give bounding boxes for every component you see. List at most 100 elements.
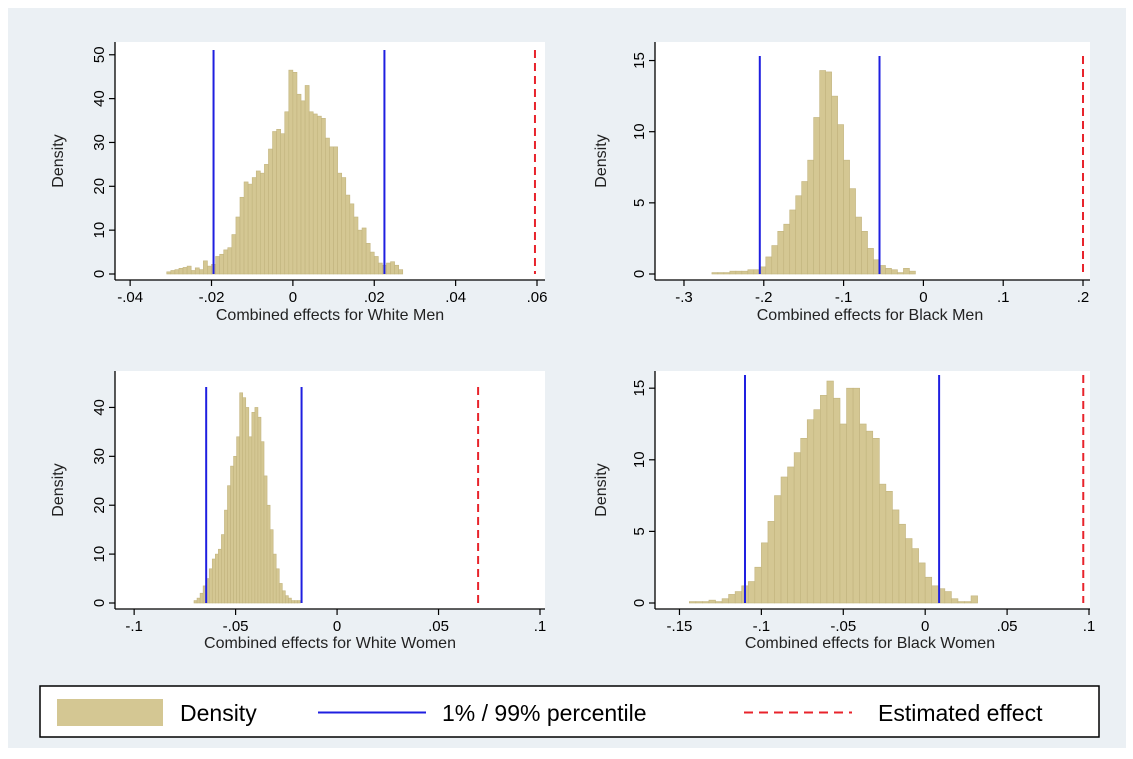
x-tick-label: .06 [527, 289, 548, 306]
histogram-bar [349, 203, 355, 275]
y-tick-label: 5 [631, 527, 648, 535]
histogram-bar [268, 148, 273, 275]
histogram-bar [257, 416, 262, 604]
y-tick-label: 30 [91, 448, 108, 465]
legend-percentile-label: 1% / 99% percentile [442, 700, 647, 726]
histogram-bar [233, 456, 237, 604]
y-tick-label: 0 [631, 270, 648, 278]
histogram-bar [924, 576, 933, 604]
x-tick-label: .1 [997, 289, 1010, 306]
histogram-bar [255, 170, 261, 275]
panel-white-men: -.04 -.02 0 .02 .04 .06 0 10 20 30 40 50 Combined ef… [50, 42, 547, 324]
x-tick-label: -.04 [117, 289, 143, 306]
histogram-bar [819, 70, 826, 275]
x-tick-label: .05 [997, 618, 1018, 635]
histogram-bar [711, 272, 719, 275]
histogram-bar [353, 216, 359, 275]
y-tick-label: 30 [91, 134, 108, 151]
histogram-bar [789, 209, 797, 275]
histogram-bar [272, 553, 277, 604]
y-axis-label: Density [50, 134, 67, 187]
histogram-bar [243, 181, 249, 275]
histogram-bar [275, 568, 280, 604]
x-tick-label: .2 [1077, 289, 1090, 306]
histogram-bar [260, 172, 265, 275]
histogram-bar [254, 407, 259, 604]
histogram-bar [207, 265, 212, 275]
y-tick-label: 15 [631, 380, 648, 397]
histogram-bar [918, 562, 926, 604]
histogram-bar [767, 521, 775, 604]
histogram-bar [813, 409, 821, 604]
histogram-bar [316, 115, 322, 275]
histogram-bar [337, 172, 343, 275]
panel-white-women: -.1 -.05 0 .05 .1 0 10 20 30 40 Combined effects f… [50, 371, 546, 652]
histogram-bar [970, 595, 978, 604]
histogram-bar [281, 590, 286, 604]
histogram-bar [728, 594, 736, 604]
y-axis-label: Density [50, 463, 67, 516]
histogram-bar [852, 387, 860, 604]
histogram-bar [865, 430, 874, 604]
x-tick-label: .1 [1083, 618, 1096, 635]
x-tick-label: -.02 [199, 289, 225, 306]
histogram-bar [194, 267, 200, 275]
histogram-bar [308, 111, 314, 275]
x-tick-label: -.3 [675, 289, 693, 306]
histogram-bar [859, 423, 867, 604]
histogram-bar [251, 412, 256, 604]
histogram-bar [199, 592, 204, 604]
histogram-bar [839, 423, 847, 604]
histogram-bar [236, 436, 240, 604]
plot-area [655, 42, 1090, 280]
histogram-bar [242, 397, 247, 604]
histogram-bar [390, 261, 395, 275]
histogram-bar [826, 380, 834, 604]
histogram-bar [394, 264, 399, 275]
histogram-bar [801, 181, 808, 275]
histogram-bar [297, 600, 301, 604]
x-tick-label: -.1 [753, 618, 771, 635]
y-tick-label: 10 [91, 546, 108, 563]
histogram-bar [208, 568, 213, 604]
histogram-bar [321, 118, 326, 275]
legend-density-swatch [57, 699, 163, 726]
x-tick-label: 0 [919, 289, 927, 306]
y-tick-label: 10 [91, 222, 108, 239]
histogram-bar [909, 270, 916, 275]
histogram-bar [793, 452, 801, 604]
histogram-bar [831, 95, 838, 275]
x-tick-label: -.2 [755, 289, 773, 306]
histogram-bar [774, 495, 782, 604]
histogram-bar [708, 599, 716, 604]
histogram-bar [843, 159, 850, 275]
histogram-bar [905, 538, 913, 604]
histogram-bar [288, 69, 294, 275]
x-axis-label: Combined effects for Black Men [757, 307, 983, 324]
histogram-bar [260, 441, 265, 604]
histogram-bar [203, 260, 208, 275]
histogram-bar [345, 194, 351, 275]
histogram-bar [872, 438, 880, 604]
histogram-bar [215, 256, 220, 275]
x-tick-label: .1 [534, 618, 547, 635]
legend-density-label: Density [180, 700, 257, 726]
x-tick-label: -.1 [835, 289, 853, 306]
histogram-bar [170, 270, 176, 275]
histogram-bar [211, 558, 216, 604]
histogram-bar [269, 529, 274, 604]
histogram-bar [897, 272, 904, 275]
legend-estimate-label: Estimated effect [878, 700, 1043, 726]
x-tick-label: -.1 [125, 618, 143, 635]
histogram-bar [280, 133, 286, 275]
histogram-bar [378, 262, 383, 275]
histogram-bar [964, 601, 972, 604]
histogram-bar [771, 245, 779, 275]
histogram-bar [218, 548, 222, 604]
y-tick-label: 0 [631, 599, 648, 607]
panel-black-women: -.15 -.1 -.05 0 .05 .1 0 5 10 15 Combined effects … [593, 371, 1095, 652]
histogram-bar [761, 542, 769, 604]
histogram-bar [702, 601, 710, 604]
histogram-bar [288, 597, 292, 604]
